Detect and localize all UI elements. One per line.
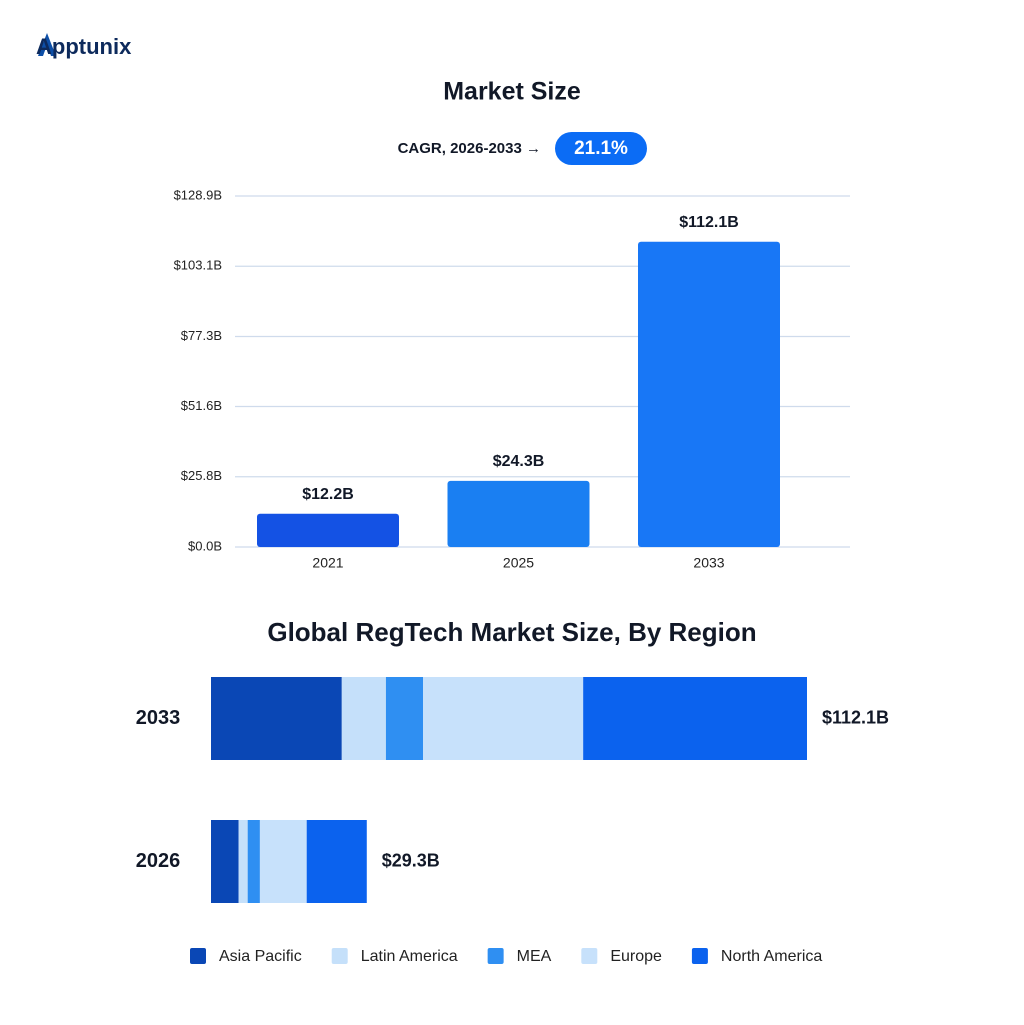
y-tick-label: $77.3B (181, 328, 222, 343)
bar-segment (211, 820, 239, 903)
legend-label: North America (721, 948, 822, 965)
legend-swatch (581, 948, 598, 964)
cagr-pill (555, 132, 647, 165)
bar-segment (423, 677, 584, 760)
bar-segment (385, 677, 424, 760)
total-label: $112.1B (822, 707, 889, 727)
legend-swatch (331, 948, 348, 964)
bar-segment (238, 820, 248, 903)
bar (447, 480, 590, 547)
legend-swatch (691, 948, 708, 964)
total-label: $29.3B (382, 850, 440, 870)
bar-segment (583, 677, 807, 760)
y-tick-label: $0.0B (188, 538, 222, 553)
legend-label: Asia Pacific (219, 948, 302, 965)
legend-label: MEA (517, 948, 552, 965)
category-label: 2026 (136, 850, 181, 872)
bar (638, 241, 780, 548)
value-label: $112.1B (679, 214, 739, 231)
legend-swatch (487, 948, 504, 964)
legend-label: Europe (610, 948, 662, 965)
y-tick-label: $25.8B (181, 468, 222, 483)
logo: Apptunix (36, 34, 132, 59)
cagr-label: CAGR, 2026-2033 → (398, 140, 541, 157)
category-label: 2033 (136, 707, 181, 729)
chart-title: Global RegTech Market Size, By Region (267, 617, 756, 647)
logo-icon (38, 33, 56, 56)
value-label: $12.2B (302, 486, 354, 503)
bar-segment (247, 820, 260, 903)
bar-segment (259, 820, 307, 903)
x-tick-label: 2033 (693, 555, 724, 571)
x-tick-label: 2021 (312, 555, 343, 571)
chart-title: Market Size (443, 78, 581, 106)
cagr-value: 21.1% (574, 138, 628, 159)
x-tick-label: 2025 (503, 555, 534, 571)
value-label: $24.3B (493, 453, 545, 470)
y-tick-label: $51.6B (181, 398, 222, 413)
bar-segment (211, 677, 342, 760)
y-tick-label: $103.1B (174, 258, 222, 273)
y-tick-label: $128.9B (174, 187, 222, 202)
legend-swatch (190, 948, 206, 964)
bar-segment (306, 820, 367, 903)
bar (257, 513, 399, 547)
bar-segment (341, 677, 386, 760)
legend-label: Latin America (361, 948, 458, 965)
